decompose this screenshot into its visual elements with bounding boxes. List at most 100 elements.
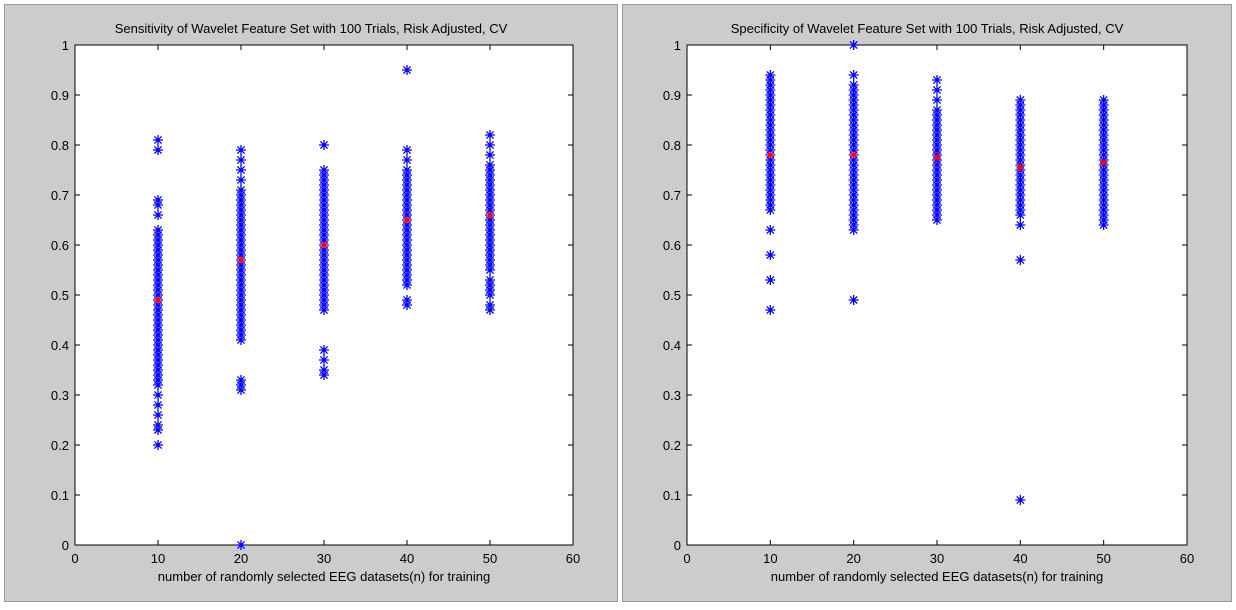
- trial-point: [485, 265, 495, 275]
- mean-point: [403, 216, 411, 224]
- trial-point: [485, 150, 495, 160]
- x-tick-label: 50: [1096, 551, 1110, 566]
- trial-point: [932, 85, 942, 95]
- sensitivity-chart-panel: Sensitivity of Wavelet Feature Set with …: [4, 4, 618, 602]
- y-tick-label: 0.7: [663, 188, 681, 203]
- trial-point: [765, 205, 776, 215]
- trial-point: [1015, 255, 1026, 265]
- chart-title: Specificity of Wavelet Feature Set with …: [731, 21, 1124, 36]
- y-tick-label: 0.1: [51, 488, 69, 503]
- trial-point: [236, 540, 246, 550]
- y-tick-label: 0.6: [51, 238, 69, 253]
- x-tick-label: 50: [483, 551, 497, 566]
- trial-point: [319, 355, 329, 365]
- trial-point: [153, 145, 163, 155]
- trial-point: [765, 250, 776, 260]
- mean-point: [486, 211, 494, 219]
- trial-point: [1015, 495, 1026, 505]
- trial-point: [1015, 210, 1026, 220]
- trial-point: [236, 145, 246, 155]
- trial-point: [236, 165, 246, 175]
- mean-point: [154, 296, 162, 304]
- x-tick-label: 10: [763, 551, 777, 566]
- trial-point: [319, 370, 329, 380]
- trial-point: [153, 400, 163, 410]
- trial-point: [402, 280, 412, 290]
- trial-point: [932, 215, 942, 225]
- x-axis-label: number of randomly selected EEG datasets…: [771, 569, 1103, 584]
- trial-point: [236, 155, 246, 165]
- y-tick-label: 0.6: [663, 238, 681, 253]
- x-tick-label: 30: [930, 551, 944, 566]
- trial-point: [1098, 220, 1109, 230]
- trial-point: [319, 305, 329, 315]
- y-tick-label: 0.5: [51, 288, 69, 303]
- trial-point: [848, 70, 859, 80]
- mean-point: [933, 154, 941, 161]
- y-tick-label: 0.8: [51, 138, 69, 153]
- trial-point: [402, 155, 412, 165]
- trial-point: [402, 145, 412, 155]
- mean-point: [237, 256, 245, 264]
- y-tick-label: 0.4: [51, 338, 69, 353]
- mean-point: [850, 151, 858, 159]
- y-tick-label: 0.3: [663, 388, 681, 403]
- x-axis-label: number of randomly selected EEG datasets…: [158, 569, 490, 584]
- specificity-chart: Specificity of Wavelet Feature Set with …: [663, 21, 1194, 584]
- x-tick-label: 40: [400, 551, 414, 566]
- y-tick-label: 0.9: [663, 88, 681, 103]
- x-tick-label: 60: [1180, 551, 1194, 566]
- trial-point: [932, 75, 942, 85]
- trial-point: [153, 410, 163, 420]
- y-tick-label: 0.2: [663, 438, 681, 453]
- trial-point: [319, 140, 329, 150]
- trial-point: [236, 385, 246, 395]
- trial-point: [153, 380, 163, 390]
- trial-point: [485, 305, 495, 315]
- sensitivity-chart: Sensitivity of Wavelet Feature Set with …: [51, 21, 580, 584]
- y-tick-label: 0.9: [51, 88, 69, 103]
- trial-point: [153, 200, 163, 210]
- mean-point: [320, 241, 328, 249]
- y-tick-label: 0.1: [663, 488, 681, 503]
- x-tick-label: 20: [846, 551, 860, 566]
- mean-point: [1016, 164, 1024, 171]
- trial-point: [1015, 220, 1026, 230]
- x-tick-label: 10: [151, 551, 165, 566]
- y-tick-label: 0.3: [51, 388, 69, 403]
- trial-point: [402, 300, 412, 310]
- mean-point: [766, 151, 774, 159]
- trial-point: [765, 275, 776, 285]
- specificity-chart-panel: Specificity of Wavelet Feature Set with …: [622, 4, 1232, 602]
- x-tick-label: 20: [234, 551, 248, 566]
- y-tick-label: 0: [674, 538, 681, 553]
- y-tick-label: 0.7: [51, 188, 69, 203]
- trial-point: [932, 95, 942, 105]
- trial-point: [848, 40, 859, 50]
- trial-point: [319, 345, 329, 355]
- x-tick-label: 60: [566, 551, 580, 566]
- trial-point: [153, 440, 163, 450]
- trial-point: [765, 225, 776, 235]
- x-tick-label: 30: [317, 551, 331, 566]
- y-tick-label: 0.4: [663, 338, 681, 353]
- y-tick-label: 0.2: [51, 438, 69, 453]
- trial-point: [848, 295, 859, 305]
- trial-point: [153, 210, 163, 220]
- y-tick-label: 0.8: [663, 138, 681, 153]
- trial-point: [153, 425, 163, 435]
- x-tick-label: 40: [1013, 551, 1027, 566]
- x-tick-label: 0: [71, 551, 78, 566]
- y-tick-label: 1: [674, 38, 681, 53]
- y-tick-label: 0.5: [663, 288, 681, 303]
- y-tick-label: 0: [62, 538, 69, 553]
- trial-point: [485, 130, 495, 140]
- y-tick-label: 1: [62, 38, 69, 53]
- trial-point: [153, 390, 163, 400]
- trial-point: [236, 175, 246, 185]
- trial-point: [402, 65, 412, 75]
- trial-point: [485, 140, 495, 150]
- trial-point: [485, 290, 495, 300]
- trial-point: [848, 225, 859, 235]
